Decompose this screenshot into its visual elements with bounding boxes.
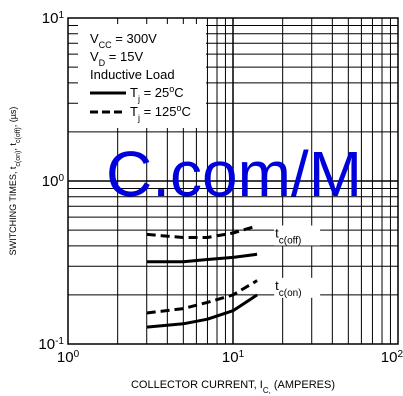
y-tick-label: 10-1 [38,336,64,354]
axis-labels: COLLECTOR CURRENT, IC, (AMPERES) SWITCHIN… [8,107,335,395]
condition-text: VD = 15V [90,49,143,68]
series-line-tj-25c [146,293,258,329]
curve-label: tc(on) [275,278,301,299]
plot-frame [67,17,399,345]
curve-label-background [274,225,321,246]
x-tick-label: 102 [381,349,403,367]
condition-text: VCC = 300V [90,31,157,50]
curve-labels: tc(off) tc(on) [274,225,321,299]
series-line-tj-125c [146,279,258,315]
legend-background [78,24,206,128]
series-line-tj-125c [146,224,258,239]
condition-text: Inductive Load [90,67,175,82]
series-line-tj-25c [146,252,258,264]
legend-label: Tj = 25oC [130,84,184,104]
data-series [146,224,258,329]
watermark-text: C.com/M [106,138,362,210]
x-tick-label: 101 [222,349,245,367]
x-axis-label: COLLECTOR CURRENT, IC, (AMPERES) [131,379,335,395]
legend-label: Tj = 125oC [130,103,191,123]
curve-label: tc(off) [275,226,301,247]
y-tick-label: 100 [42,173,65,191]
y-axis-label: SWITCHING TIMES, tc(on), tc(off), (µs) [8,107,22,256]
curve-label-background [274,277,321,298]
x-tick-label: 100 [57,349,80,367]
y-tick-label: 101 [42,10,65,28]
